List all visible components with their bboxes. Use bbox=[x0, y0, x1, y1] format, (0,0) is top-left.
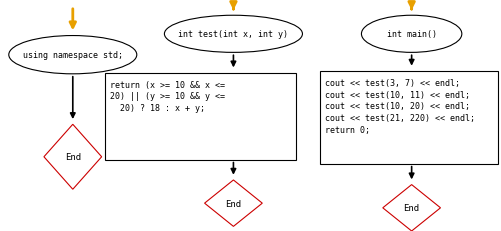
Ellipse shape bbox=[164, 16, 302, 53]
Text: using namespace std;: using namespace std; bbox=[23, 51, 123, 60]
Text: int test(int x, int y): int test(int x, int y) bbox=[178, 30, 288, 39]
Bar bbox=[320, 72, 497, 164]
Polygon shape bbox=[382, 185, 440, 231]
Text: return (x >= 10 && x <=
20) || (y >= 10 && y <=
  20) ? 18 : x + y;: return (x >= 10 && x <= 20) || (y >= 10 … bbox=[110, 80, 225, 113]
Text: End: End bbox=[65, 153, 81, 161]
Ellipse shape bbox=[9, 36, 136, 74]
Bar bbox=[105, 73, 296, 160]
Polygon shape bbox=[44, 125, 101, 189]
Polygon shape bbox=[204, 180, 262, 226]
Ellipse shape bbox=[361, 16, 461, 53]
Text: End: End bbox=[403, 204, 419, 212]
Text: int main(): int main() bbox=[386, 30, 436, 39]
Text: cout << test(3, 7) << endl;
cout << test(10, 11) << endl;
cout << test(10, 20) <: cout << test(3, 7) << endl; cout << test… bbox=[325, 79, 474, 134]
Text: End: End bbox=[225, 199, 241, 208]
